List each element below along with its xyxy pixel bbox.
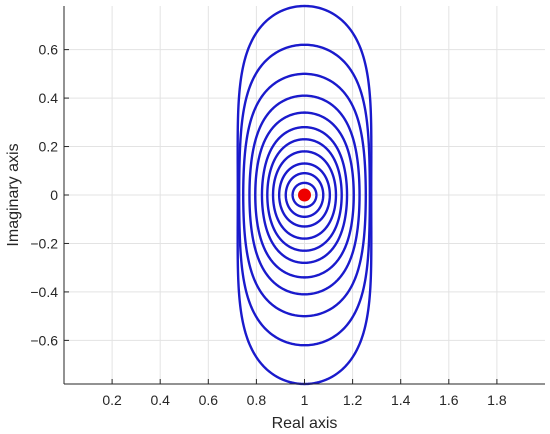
x-tick-label: 1.4 <box>391 392 411 408</box>
contour-line <box>260 125 349 265</box>
contour-line <box>277 162 332 228</box>
contour-line <box>237 43 372 347</box>
x-tick-label: 1 <box>301 392 309 408</box>
x-tick-label: 0.2 <box>102 392 122 408</box>
y-tick-label: −0.4 <box>30 284 58 300</box>
x-tick-label: 1.6 <box>439 392 459 408</box>
contour-lines <box>236 4 373 386</box>
y-ticks: −0.6 −0.4 −0.2 0 0.2 0.4 0.6 <box>30 42 69 348</box>
contour-line <box>248 94 361 296</box>
critical-point <box>298 188 311 202</box>
contour-line <box>284 171 325 219</box>
y-tick-label: 0.4 <box>39 90 59 106</box>
x-tick-label: 1.2 <box>343 392 363 408</box>
x-tick-label: 0.4 <box>150 392 170 408</box>
contour-line <box>254 111 355 279</box>
x-ticks: 0.2 0.4 0.6 0.8 1 1.2 1.4 1.6 1.8 <box>102 379 507 408</box>
y-tick-label: 0 <box>50 187 58 203</box>
y-axis-label: Imaginary axis <box>5 143 22 246</box>
y-tick-label: −0.2 <box>30 235 58 251</box>
x-tick-label: 0.8 <box>247 392 267 408</box>
contour-line <box>271 150 338 240</box>
x-tick-label: 1.8 <box>487 392 507 408</box>
y-tick-label: 0.6 <box>39 42 59 58</box>
contour-line <box>242 72 367 318</box>
y-tick-label: 0.2 <box>39 139 59 155</box>
contour-line <box>266 138 343 252</box>
x-tick-label: 0.6 <box>199 392 219 408</box>
contour-line <box>236 4 373 386</box>
contour-line <box>291 181 318 209</box>
y-tick-label: −0.6 <box>30 332 58 348</box>
point-layer <box>298 188 311 202</box>
x-axis-label: Real axis <box>272 415 338 432</box>
